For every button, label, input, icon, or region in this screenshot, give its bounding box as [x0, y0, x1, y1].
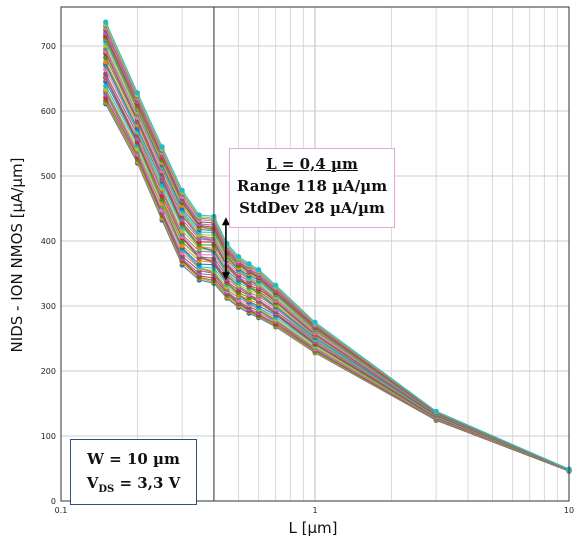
- series-line: [105, 25, 570, 470]
- series-line: [105, 39, 570, 471]
- series-line: [105, 90, 570, 472]
- annotation-length: L = 0,4 µm: [266, 155, 358, 173]
- chart-series: [103, 19, 572, 474]
- chart-grid: [60, 7, 569, 502]
- series-line: [105, 88, 570, 472]
- conditions-box: W = 10 µm VDS = 3,3 V: [70, 439, 197, 505]
- series-line: [105, 64, 570, 471]
- series-line: [105, 51, 570, 471]
- series-line: [105, 63, 570, 471]
- vds-value: = 3,3 V: [114, 474, 181, 492]
- y-axis-label: NIDS - ION NMOS [µA/µm]: [8, 158, 26, 353]
- series-line: [105, 61, 570, 471]
- series-line: [105, 101, 570, 472]
- series-line: [105, 73, 570, 471]
- series-line: [105, 76, 570, 471]
- series-line: [105, 53, 570, 471]
- series-point: [159, 144, 165, 150]
- range-arrow: [221, 217, 230, 281]
- series-line: [105, 100, 570, 472]
- series-point: [224, 241, 230, 247]
- series-point: [179, 239, 185, 245]
- y-tick-label: 200: [41, 367, 56, 376]
- y-tick-label: 600: [41, 107, 56, 116]
- y-tick-label: 0: [51, 497, 56, 506]
- series-point: [246, 261, 252, 267]
- plot-frame: [60, 6, 570, 502]
- series-line: [105, 78, 570, 472]
- series-point: [433, 408, 439, 414]
- series-point: [179, 187, 185, 193]
- width-condition: W = 10 µm: [87, 450, 180, 468]
- series-line: [105, 35, 570, 470]
- y-tick-label: 700: [41, 42, 56, 51]
- series-point: [179, 231, 185, 237]
- series-point: [235, 254, 242, 260]
- series-line: [105, 77, 570, 471]
- series-line: [105, 32, 570, 470]
- series-line: [105, 21, 570, 470]
- series-point: [256, 267, 262, 273]
- series-line: [105, 50, 570, 471]
- annotation-box: L = 0,4 µm Range 118 µA/µm StdDev 28 µA/…: [229, 148, 395, 228]
- vds-symbol: V: [86, 474, 99, 492]
- series-line: [105, 77, 570, 471]
- annotation-stddev: StdDev 28 µA/µm: [239, 199, 385, 217]
- series-line: [105, 41, 570, 471]
- series-line: [105, 23, 570, 470]
- series-line: [105, 64, 570, 471]
- y-tick-label: 300: [41, 302, 56, 311]
- series-point: [103, 19, 109, 25]
- vds-subscript: DS: [98, 484, 115, 495]
- series-line: [105, 90, 570, 472]
- series-point: [196, 212, 202, 218]
- chart-ticks: 0 100 200 300 400 500 600 700 0.1 1 10: [41, 42, 574, 515]
- series-line: [105, 45, 570, 471]
- x-tick-label: 0.1: [55, 506, 68, 515]
- x-axis-label: L [µm]: [289, 519, 338, 537]
- series-line: [105, 48, 570, 471]
- series-line: [105, 57, 570, 471]
- series-point: [179, 242, 185, 249]
- series-point: [312, 319, 318, 325]
- series-line: [105, 85, 570, 472]
- x-tick-label: 1: [312, 506, 317, 515]
- y-tick-label: 400: [41, 237, 56, 246]
- vds-condition: VDS = 3,3 V: [71, 471, 196, 502]
- series-point: [134, 90, 141, 96]
- series-line: [105, 65, 570, 471]
- y-tick-label: 100: [41, 432, 56, 441]
- series-line: [105, 37, 570, 470]
- series-line: [105, 81, 570, 472]
- x-tick-label: 10: [564, 506, 574, 515]
- series-line: [105, 103, 570, 472]
- series-line: [105, 50, 570, 471]
- series-point: [179, 228, 185, 234]
- series-point: [273, 282, 279, 288]
- range-arrow-head-bottom: [221, 272, 230, 281]
- y-tick-label: 500: [41, 172, 56, 181]
- range-arrow-head-top: [221, 217, 230, 226]
- series-line: [105, 38, 570, 471]
- series-line: [105, 69, 570, 471]
- annotation-range: Range 118 µA/µm: [236, 177, 388, 195]
